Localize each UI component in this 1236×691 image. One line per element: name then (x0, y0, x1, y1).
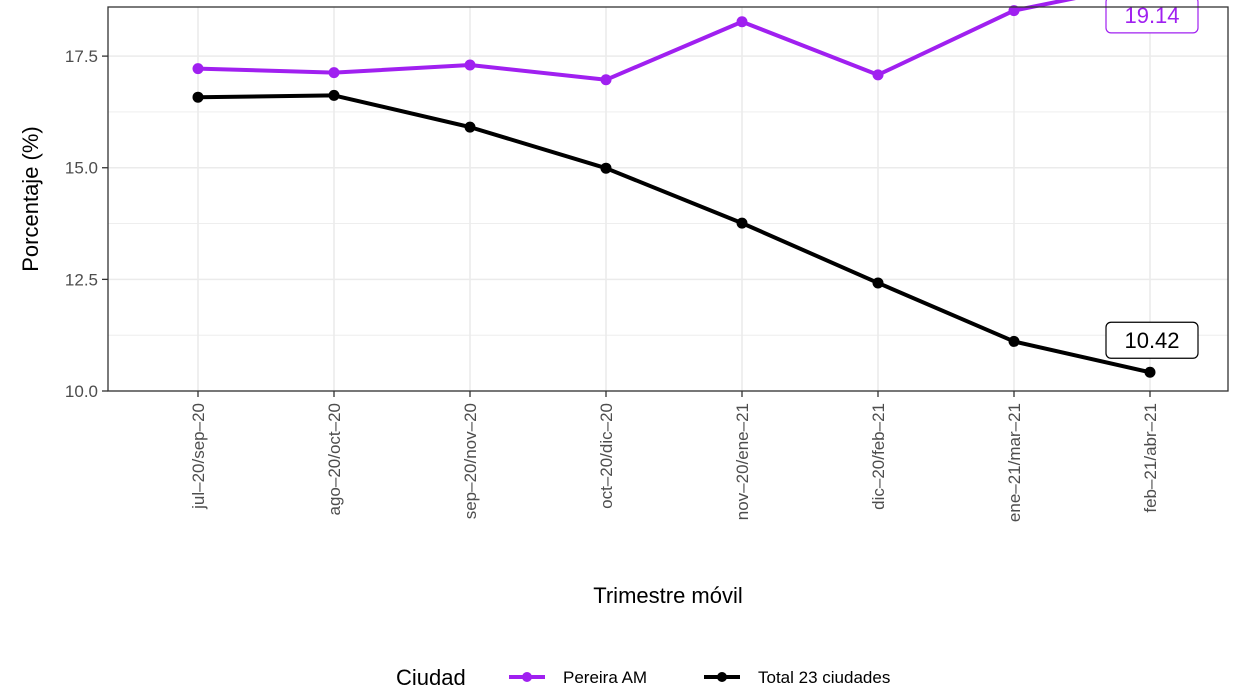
y-tick-label: 17.5 (65, 47, 98, 66)
legend: Ciudad Pereira AM Total 23 ciudades (396, 665, 890, 690)
data-point (1144, 366, 1156, 378)
end-label-box (1105, 321, 1199, 359)
x-tick-label: dic–20/feb–21 (869, 403, 888, 510)
legend-key-point (522, 672, 532, 682)
data-point (736, 16, 748, 28)
x-axis: jul–20/sep–20 ago–20/oct–20 sep–20/nov–20 o… (189, 391, 1160, 522)
series-line (197, 93, 1151, 375)
panel-border (107, 6, 1229, 392)
panel-background (108, 7, 1228, 391)
data-point (192, 91, 204, 103)
data-point (736, 217, 748, 229)
legend-item-total: Total 23 ciudades (704, 668, 890, 687)
data-point (328, 67, 340, 79)
data-point (1008, 5, 1020, 17)
x-tick-label: ago–20/oct–20 (325, 403, 344, 516)
x-tick-label: nov–20/ene–21 (733, 403, 752, 520)
data-point (464, 59, 476, 71)
legend-key-point (717, 672, 727, 682)
x-tick-label: sep–20/nov–20 (461, 403, 480, 519)
legend-label-total: Total 23 ciudades (758, 668, 890, 687)
data-point (1008, 335, 1020, 347)
x-axis-title: Trimestre móvil (593, 583, 743, 608)
x-tick-label: oct–20/dic–20 (597, 403, 616, 509)
y-axis-title: Porcentaje (%) (18, 126, 43, 272)
x-tick-label: feb–21/abr–21 (1141, 403, 1160, 513)
grid-minor (108, 111, 1228, 336)
end-label: 10.42 (1124, 328, 1179, 353)
data-point (328, 89, 340, 101)
data-point (600, 162, 612, 174)
data-point (192, 63, 204, 75)
data-point (872, 69, 884, 81)
legend-title: Ciudad (396, 665, 466, 690)
data-point (872, 277, 884, 289)
data-point (464, 121, 476, 133)
end-label-box (1105, 0, 1199, 34)
x-tick-label: ene–21/mar–21 (1005, 403, 1024, 522)
grid-major (108, 7, 1228, 392)
series-line (197, 0, 1076, 82)
y-tick-label: 12.5 (65, 270, 98, 289)
y-tick-label: 10.0 (65, 382, 98, 401)
x-tick-label: jul–20/sep–20 (189, 403, 208, 510)
legend-item-pereira: Pereira AM (509, 668, 647, 687)
series-layer (192, 0, 1156, 378)
y-tick-label: 15.0 (65, 159, 98, 178)
data-point (600, 74, 612, 86)
legend-label-pereira: Pereira AM (563, 668, 647, 687)
y-axis: 10.0 12.5 15.0 17.5 (65, 47, 108, 401)
